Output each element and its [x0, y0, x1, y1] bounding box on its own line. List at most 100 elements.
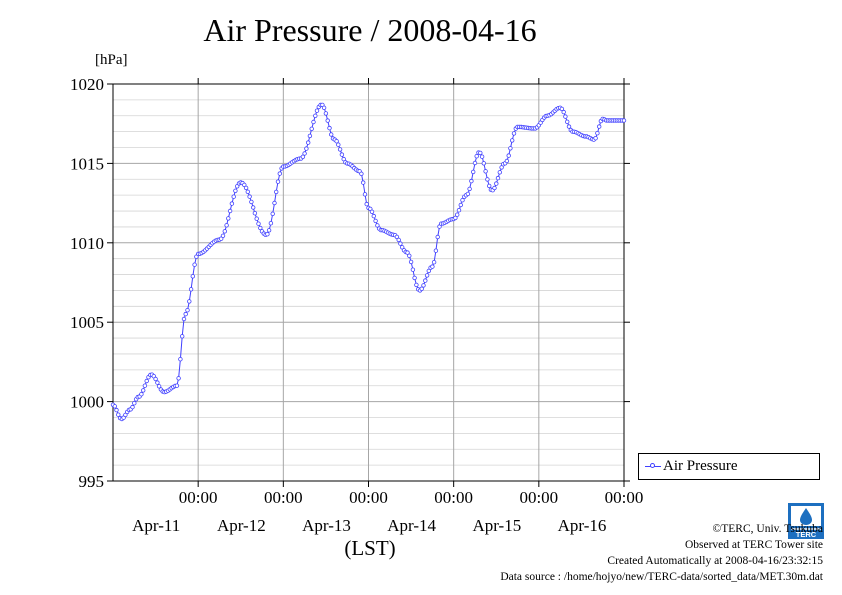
- data-point: [222, 229, 227, 234]
- data-point: [364, 201, 369, 207]
- data-point: [155, 380, 160, 385]
- data-point: [494, 181, 499, 186]
- data-point: [407, 253, 412, 258]
- data-point: [277, 171, 282, 176]
- data-point: [431, 260, 437, 265]
- data-point: [563, 114, 568, 119]
- x-tick-date-label: Apr-14: [387, 516, 436, 535]
- x-tick-date-label: Apr-13: [302, 516, 351, 535]
- data-point: [224, 223, 229, 228]
- data-point: [181, 316, 187, 322]
- data-point: [231, 194, 236, 199]
- data-point: [481, 161, 486, 166]
- data-point: [566, 124, 572, 129]
- data-point: [453, 215, 458, 221]
- data-source-line: Data source : /home/hojyo/new/TERC-data/…: [500, 571, 823, 583]
- data-point: [114, 407, 119, 413]
- data-point: [226, 216, 231, 221]
- data-point: [336, 142, 341, 147]
- data-point: [424, 273, 430, 278]
- data-point: [465, 191, 471, 197]
- data-point: [220, 233, 226, 238]
- data-point: [337, 147, 343, 152]
- data-point: [375, 223, 380, 228]
- data-point: [309, 126, 314, 131]
- data-point: [398, 241, 403, 246]
- y-tick-label: 1005: [70, 313, 104, 332]
- data-point: [272, 200, 277, 206]
- data-point: [474, 153, 479, 159]
- data-point: [362, 192, 368, 197]
- data-point: [421, 283, 426, 288]
- credits-block: ©TERC, Univ. Tsukuba Observed at TERC To…: [500, 521, 823, 585]
- data-point: [423, 278, 428, 283]
- x-axis-label: (LST): [344, 536, 396, 560]
- data-point: [495, 175, 501, 181]
- data-point: [176, 376, 181, 381]
- data-point: [252, 210, 258, 216]
- data-point: [174, 383, 180, 388]
- data-point: [485, 177, 490, 182]
- created-timestamp-line: Created Automatically at 2008-04-16/23:3…: [607, 555, 823, 567]
- y-tick-label: 1000: [70, 393, 104, 412]
- data-point: [179, 334, 185, 339]
- data-point: [268, 220, 274, 226]
- data-point: [593, 135, 598, 141]
- data-point: [188, 287, 194, 292]
- data-point: [497, 170, 502, 175]
- data-point: [266, 228, 272, 233]
- data-point: [458, 202, 463, 208]
- data-point: [243, 185, 249, 191]
- x-tick-date-label: Apr-15: [472, 516, 521, 535]
- data-point: [504, 158, 510, 164]
- x-tick-time-label: 00:00: [179, 488, 218, 507]
- data-point: [132, 401, 137, 406]
- x-tick-time-label: 00:00: [434, 488, 473, 507]
- data-point: [410, 267, 416, 272]
- data-point: [130, 404, 135, 410]
- data-point: [561, 109, 566, 115]
- x-tick-time-label: 00:00: [605, 488, 644, 507]
- data-point: [229, 201, 235, 206]
- data-point: [275, 179, 281, 184]
- data-point: [327, 125, 332, 131]
- data-point: [412, 275, 417, 281]
- data-point: [311, 119, 316, 125]
- data-point: [178, 357, 183, 362]
- data-point: [247, 194, 252, 199]
- data-point: [249, 199, 254, 205]
- data-point: [510, 138, 515, 143]
- data-point: [487, 183, 492, 189]
- data-point: [339, 152, 345, 157]
- data-point: [190, 274, 195, 279]
- data-point: [414, 282, 419, 288]
- x-tick-time-label: 00:00: [519, 488, 558, 507]
- data-point: [183, 311, 188, 317]
- data-point: [621, 118, 627, 123]
- x-tick-time-label: 00:00: [264, 488, 303, 507]
- data-point: [361, 180, 366, 185]
- data-point: [597, 124, 602, 129]
- data-point: [595, 130, 600, 136]
- data-point: [314, 108, 320, 113]
- data-point: [258, 225, 263, 231]
- data-point: [156, 384, 162, 389]
- x-tick-date-label: Apr-11: [132, 516, 180, 535]
- data-point: [306, 140, 311, 145]
- data-point: [469, 178, 474, 184]
- data-point: [307, 133, 313, 139]
- data-point: [359, 171, 364, 176]
- data-point: [369, 209, 375, 214]
- y-tick-label: 995: [79, 472, 105, 491]
- data-point: [142, 383, 148, 388]
- data-point: [325, 118, 330, 123]
- data-point: [185, 308, 190, 313]
- legend-label: Air Pressure: [663, 458, 738, 474]
- data-point: [559, 106, 565, 112]
- x-tick-date-label: Apr-16: [558, 516, 607, 535]
- x-tick-time-label: 00:00: [349, 488, 388, 507]
- data-point: [479, 154, 485, 159]
- data-point: [492, 185, 497, 191]
- data-point: [139, 392, 144, 397]
- data-point: [265, 231, 270, 237]
